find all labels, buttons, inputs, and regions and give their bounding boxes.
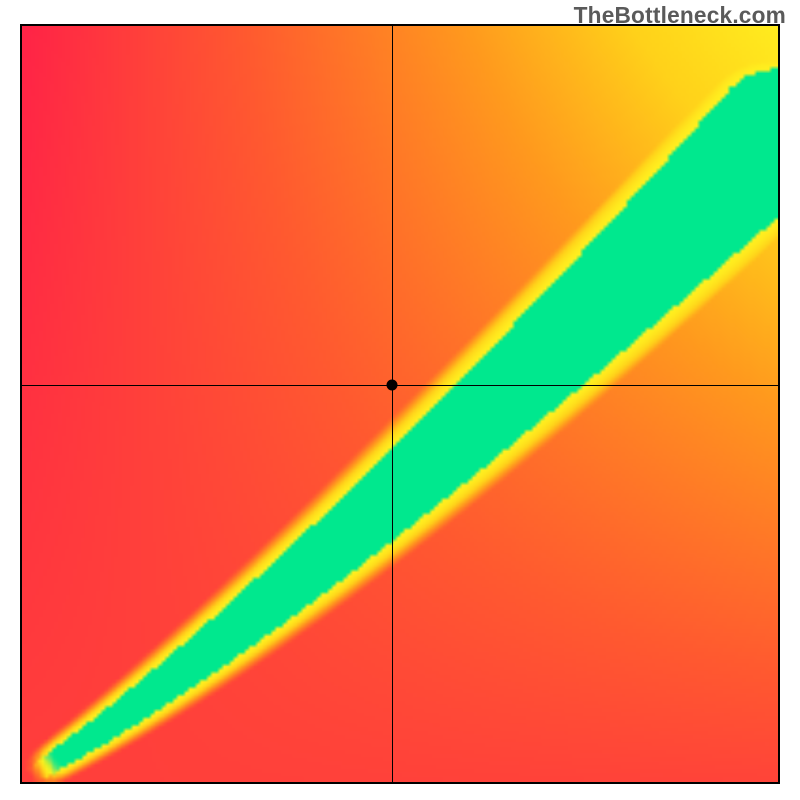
heatmap-canvas bbox=[22, 26, 778, 782]
crosshair-horizontal bbox=[22, 385, 778, 386]
crosshair-vertical bbox=[392, 26, 393, 782]
marker-dot bbox=[387, 380, 398, 391]
figure-container: TheBottleneck.com bbox=[0, 0, 800, 800]
